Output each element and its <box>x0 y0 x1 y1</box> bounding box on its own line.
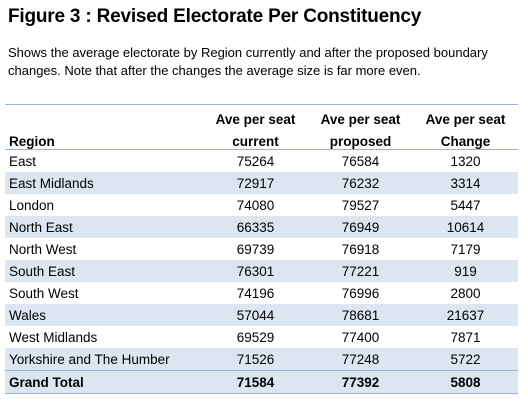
current-cell: 74080 <box>236 197 275 213</box>
proposed-cell: 76996 <box>341 285 380 301</box>
current-cell: 76301 <box>203 260 308 282</box>
table-row: South West 74196 76996 2800 <box>5 282 518 304</box>
change-cell: 21637 <box>413 304 518 326</box>
header-current-top: Ave per seat <box>203 104 308 127</box>
current-cell: 74196 <box>236 285 275 301</box>
current-cell: 72917 <box>203 172 308 194</box>
table-row: London 74080 79527 5447 <box>5 194 518 216</box>
proposed-cell: 77248 <box>308 348 413 371</box>
proposed-cell: 76232 <box>308 172 413 194</box>
region-cell: South West <box>9 285 79 301</box>
header-proposed-bottom: proposed <box>308 127 413 150</box>
change-cell: 2800 <box>450 285 481 301</box>
current-cell: 57044 <box>203 304 308 326</box>
table-header: Ave per seat Ave per seat Ave per seat R… <box>5 104 518 150</box>
current-cell: 69739 <box>236 241 275 257</box>
current-cell: 75264 <box>236 153 275 169</box>
header-row-top: Ave per seat Ave per seat Ave per seat <box>5 104 518 127</box>
table-row: Wales 57044 78681 21637 <box>5 304 518 326</box>
proposed-cell: 77221 <box>308 260 413 282</box>
change-cell: 1320 <box>450 153 481 169</box>
proposed-cell: 79527 <box>341 197 380 213</box>
region-cell: Yorkshire and The Humber <box>5 348 203 371</box>
change-cell: 7871 <box>450 329 481 345</box>
header-region-spacer <box>5 104 203 127</box>
grand-total-current: 71584 <box>203 370 308 394</box>
proposed-cell: 76918 <box>341 241 380 257</box>
proposed-cell: 76584 <box>341 153 380 169</box>
table-row: East 75264 76584 1320 <box>5 150 518 173</box>
region-cell: North East <box>5 216 203 238</box>
proposed-cell: 76949 <box>308 216 413 238</box>
header-proposed-top: Ave per seat <box>308 104 413 127</box>
change-cell: 10614 <box>413 216 518 238</box>
table-row: North West 69739 76918 7179 <box>5 238 518 260</box>
header-change-bottom: Change <box>413 127 518 150</box>
table-row: East Midlands 72917 76232 3314 <box>5 172 518 194</box>
region-cell: Wales <box>5 304 203 326</box>
grand-total-change: 5808 <box>413 370 518 394</box>
header-change-top: Ave per seat <box>413 104 518 127</box>
current-cell: 66335 <box>203 216 308 238</box>
table-footer: Grand Total 71584 77392 5808 <box>5 370 518 394</box>
region-cell: London <box>9 197 55 213</box>
change-cell: 3314 <box>413 172 518 194</box>
grand-total-label: Grand Total <box>5 370 203 394</box>
grand-total-row: Grand Total 71584 77392 5808 <box>5 370 518 394</box>
grand-total-proposed: 77392 <box>308 370 413 394</box>
change-cell: 5447 <box>450 197 481 213</box>
change-cell: 919 <box>413 260 518 282</box>
table-body: East 75264 76584 1320 East Midlands 72917 7623… <box>5 150 518 371</box>
proposed-cell: 77400 <box>341 329 380 345</box>
region-cell: East <box>9 153 37 169</box>
table-row: West Midlands 69529 77400 7871 <box>5 326 518 348</box>
table-row: North East 66335 76949 10614 <box>5 216 518 238</box>
region-cell: South East <box>5 260 203 282</box>
electorate-table: Ave per seat Ave per seat Ave per seat R… <box>5 104 518 394</box>
change-cell: 5722 <box>413 348 518 371</box>
header-row-bottom: Region current proposed Change <box>5 127 518 150</box>
figure-title: Figure 3 : Revised Electorate Per Consti… <box>8 6 422 27</box>
figure-caption: Shows the average electorate by Region c… <box>8 45 488 78</box>
header-region: Region <box>5 127 203 150</box>
current-cell: 69529 <box>236 329 275 345</box>
table-row: Yorkshire and The Humber 71526 77248 5722 <box>5 348 518 371</box>
proposed-cell: 78681 <box>308 304 413 326</box>
change-cell: 7179 <box>450 241 481 257</box>
table-row: South East 76301 77221 919 <box>5 260 518 282</box>
region-cell: East Midlands <box>5 172 203 194</box>
region-cell: North West <box>9 241 77 257</box>
current-cell: 71526 <box>203 348 308 371</box>
header-current-bottom: current <box>203 127 308 150</box>
region-cell: West Midlands <box>9 329 98 345</box>
